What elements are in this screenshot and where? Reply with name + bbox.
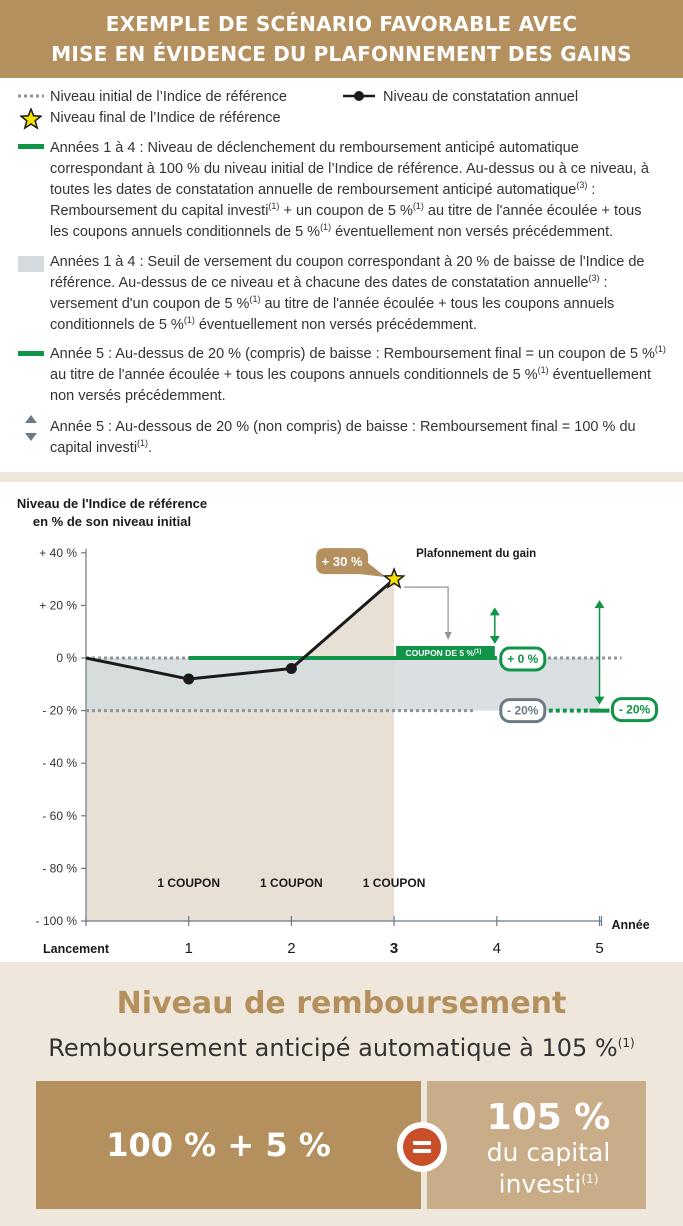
arrow-head-up [594,600,605,609]
coupon-label: 1 COUPON [363,876,426,890]
double-arrow-icon [25,415,37,441]
final-value-callout: + 30 % [316,548,387,578]
coupon-bar: COUPON DE 5 %(1) [396,646,495,660]
equals-icon [397,1122,447,1172]
y-tick-label: + 20 % [39,598,77,612]
y-tick-label: 0 % [56,651,77,665]
line-dot-icon [343,91,375,101]
green-line-icon [18,351,44,356]
repayment-subtitle: Remboursement anticipé automatique à 105… [48,1034,635,1062]
x-tick-label: 1 [185,940,193,957]
y-tick-label: - 80 % [42,861,77,875]
badge-minus-20-gray: - 20% [499,698,547,724]
separator [0,472,683,482]
repayment-result: 105 % du capital investi(1) [427,1081,646,1209]
badge-minus-20-green: - 20% [611,697,658,723]
final-level-star-icon [382,566,406,589]
series-points [183,663,297,685]
green-line-icon [18,144,44,149]
area-fill [86,579,395,921]
svg-text:COUPON DE 5 %(1): COUPON DE 5 %(1) [406,648,482,658]
y-tick-label: - 60 % [42,809,77,823]
page-title: EXEMPLE DE SCÉNARIO FAVORABLE AVEC MISE … [0,0,683,78]
svg-text:- 20%: - 20% [619,703,651,717]
legend-initial-level: Niveau initial de l’Indice de référence [50,89,287,105]
cap-pointer-head [444,632,452,640]
svg-text:- 20%: - 20% [507,704,539,718]
svg-text:+ 30 %: + 30 % [322,554,363,569]
svg-text:+ 0 %: + 0 % [507,652,538,666]
cap-pointer [404,586,449,633]
coupon-label: 1 COUPON [260,876,323,890]
series-point [285,663,297,675]
arrow-head-down [489,636,500,644]
coupon-label: 1 COUPON [157,876,220,890]
coupon-bar-label: COUPON DE 5 % [406,648,475,658]
x-tick-label: 5 [595,940,603,957]
chart: Niveau de l'Indice de référence en % de … [17,496,658,957]
y-axis-label-1: Niveau de l'Indice de référence [17,496,207,511]
star-icon [20,108,42,130]
title-line-2: MISE EN ÉVIDENCE DU PLAFONNEMENT DES GAI… [51,42,632,66]
y-tick-label: + 40 % [39,546,77,560]
y-tick-label: - 100 % [36,914,78,928]
legend-block-1: Années 1 à 4 : Niveau de déclenchement d… [50,140,649,240]
repayment-section: Niveau de remboursement Remboursement an… [0,962,683,1226]
legend-final-level: Niveau final de l’Indice de référence [50,110,281,126]
legend-annual-level: Niveau de constatation annuel [383,89,579,105]
legend-block-2: Années 1 à 4 : Seuil de versement du cou… [50,254,645,333]
repayment-title: Niveau de remboursement [116,986,567,1021]
x-tick-label: Lancement [43,942,110,956]
y-axis: + 40 % + 20 % 0 % - 20 % - 40 % - 60 % - 80 % -… [36,546,87,928]
badge-zero: + 0 % [499,646,547,672]
series-point [183,673,195,685]
y-tick-label: - 20 % [42,704,77,718]
y-axis-label-2: en % de son niveau initial [33,514,191,529]
legend-block-4: Année 5 : Au-dessous de 20 % (non compri… [50,419,636,456]
range-arrows [489,600,605,705]
repayment-formula: 100 % + 5 % [36,1081,421,1209]
x-tick-label: 3 [390,940,398,957]
legend: Niveau initial de l’Indice de référence … [0,78,683,472]
series-line [85,577,396,681]
cap-label: Plafonnement du gain [416,548,536,560]
y-tick-label: - 40 % [42,756,77,770]
coupon-bar-sup: (1) [474,649,481,655]
x-tick-label: 2 [287,940,295,957]
legend-block-3: Année 5 : Au-dessus de 20 % (compris) de… [50,344,666,404]
gray-band-icon [18,256,44,272]
dotted-line-icon [18,94,44,98]
arrow-head-up [489,607,500,616]
x-tick-label: 4 [493,940,501,957]
arrow-head-down [594,696,605,705]
x-axis-label: Année [612,918,650,932]
title-line-1: EXEMPLE DE SCÉNARIO FAVORABLE AVEC [105,12,578,36]
coupon-labels: 1 COUPON 1 COUPON 1 COUPON [157,876,425,890]
x-axis: Lancement 1 2 3 4 5 Année [43,916,650,957]
